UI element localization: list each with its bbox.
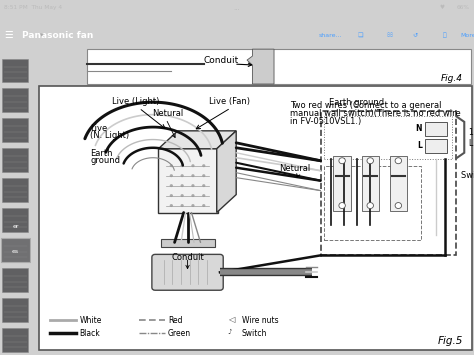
Circle shape bbox=[181, 184, 184, 187]
FancyBboxPatch shape bbox=[2, 59, 28, 82]
Text: N: N bbox=[416, 124, 422, 133]
Circle shape bbox=[202, 174, 205, 177]
Text: Panasonic fan: Panasonic fan bbox=[22, 31, 93, 40]
Text: ...: ... bbox=[234, 5, 240, 11]
Circle shape bbox=[170, 174, 173, 177]
Text: in FV-0510VSL1.): in FV-0510VSL1.) bbox=[290, 117, 362, 126]
Polygon shape bbox=[247, 49, 274, 84]
FancyBboxPatch shape bbox=[2, 238, 28, 262]
Text: Earth: Earth bbox=[90, 149, 113, 158]
FancyBboxPatch shape bbox=[39, 86, 472, 350]
Text: 66%: 66% bbox=[457, 5, 470, 10]
Text: :  bbox=[443, 32, 447, 38]
Circle shape bbox=[339, 158, 346, 164]
FancyBboxPatch shape bbox=[362, 156, 379, 211]
Circle shape bbox=[181, 174, 184, 177]
FancyBboxPatch shape bbox=[158, 148, 218, 213]
Text: White: White bbox=[80, 316, 102, 324]
Circle shape bbox=[191, 164, 194, 167]
Text: 8:51 PM  Thu May 4: 8:51 PM Thu May 4 bbox=[4, 5, 62, 10]
FancyBboxPatch shape bbox=[2, 88, 28, 112]
Text: Red: Red bbox=[168, 316, 182, 324]
FancyBboxPatch shape bbox=[2, 208, 28, 232]
Text: Live (Light): Live (Light) bbox=[112, 97, 159, 106]
Circle shape bbox=[191, 174, 194, 177]
Circle shape bbox=[191, 194, 194, 197]
Text: es: es bbox=[12, 249, 19, 254]
Text: Black: Black bbox=[80, 329, 100, 338]
Text: Live: Live bbox=[90, 124, 108, 133]
FancyBboxPatch shape bbox=[152, 255, 223, 290]
Text: :  bbox=[387, 33, 393, 38]
Text: ♪: ♪ bbox=[228, 329, 232, 335]
Text: Fig.4: Fig.4 bbox=[441, 74, 463, 83]
Circle shape bbox=[367, 158, 374, 164]
Circle shape bbox=[367, 203, 374, 208]
Circle shape bbox=[170, 204, 173, 207]
Text: Fig.5: Fig.5 bbox=[438, 336, 463, 346]
Polygon shape bbox=[217, 131, 236, 213]
FancyBboxPatch shape bbox=[2, 178, 28, 202]
Text: Two red wires (Connect to a general: Two red wires (Connect to a general bbox=[290, 101, 442, 110]
FancyBboxPatch shape bbox=[334, 156, 351, 211]
Circle shape bbox=[181, 164, 184, 167]
Text: Earth ground: Earth ground bbox=[329, 98, 384, 107]
Text: Conduit: Conduit bbox=[204, 56, 239, 65]
Circle shape bbox=[170, 164, 173, 167]
Text: Netural: Netural bbox=[152, 109, 183, 118]
FancyBboxPatch shape bbox=[2, 298, 28, 322]
FancyBboxPatch shape bbox=[320, 111, 456, 255]
Text: Wire nuts: Wire nuts bbox=[242, 316, 278, 324]
Text: Live (Fan): Live (Fan) bbox=[209, 97, 250, 106]
FancyBboxPatch shape bbox=[2, 268, 28, 292]
Circle shape bbox=[202, 184, 205, 187]
FancyBboxPatch shape bbox=[87, 49, 471, 84]
Circle shape bbox=[181, 204, 184, 207]
Text: Conduit: Conduit bbox=[171, 253, 204, 262]
Text: (N. Light): (N. Light) bbox=[90, 131, 129, 140]
Circle shape bbox=[181, 194, 184, 197]
Text: Switch box: Switch box bbox=[461, 171, 474, 180]
Text: L: L bbox=[417, 141, 422, 150]
Circle shape bbox=[202, 204, 205, 207]
FancyBboxPatch shape bbox=[0, 238, 30, 262]
Text: ❏: ❏ bbox=[357, 33, 363, 38]
Circle shape bbox=[202, 194, 205, 197]
Text: ▾: ▾ bbox=[40, 32, 44, 38]
Text: manual wall switch)(There is no red wire: manual wall switch)(There is no red wire bbox=[290, 109, 461, 118]
Text: Netural: Netural bbox=[280, 164, 310, 173]
Circle shape bbox=[202, 164, 205, 167]
Text: ground: ground bbox=[90, 156, 120, 165]
Circle shape bbox=[170, 194, 173, 197]
Text: More: More bbox=[460, 33, 474, 38]
FancyBboxPatch shape bbox=[2, 328, 28, 352]
Polygon shape bbox=[158, 131, 236, 149]
Text: er: er bbox=[12, 224, 18, 229]
Circle shape bbox=[395, 158, 401, 164]
FancyBboxPatch shape bbox=[2, 119, 28, 142]
FancyBboxPatch shape bbox=[425, 139, 447, 153]
Text: Switch: Switch bbox=[242, 329, 267, 338]
FancyBboxPatch shape bbox=[324, 116, 452, 159]
Text: ↺: ↺ bbox=[412, 33, 418, 38]
Text: share...: share... bbox=[318, 33, 342, 38]
FancyBboxPatch shape bbox=[324, 166, 421, 240]
Circle shape bbox=[170, 184, 173, 187]
Circle shape bbox=[191, 184, 194, 187]
Circle shape bbox=[339, 203, 346, 208]
Text: ☰: ☰ bbox=[4, 30, 13, 40]
Circle shape bbox=[395, 203, 401, 208]
Circle shape bbox=[191, 204, 194, 207]
FancyBboxPatch shape bbox=[161, 239, 215, 247]
Text: Green: Green bbox=[168, 329, 191, 338]
FancyBboxPatch shape bbox=[2, 148, 28, 172]
FancyBboxPatch shape bbox=[390, 156, 407, 211]
Text: 120 V AC
LINE IN: 120 V AC LINE IN bbox=[469, 128, 474, 148]
Text: ◁: ◁ bbox=[228, 315, 234, 324]
Text: ♥: ♥ bbox=[440, 5, 445, 10]
FancyBboxPatch shape bbox=[425, 122, 447, 136]
